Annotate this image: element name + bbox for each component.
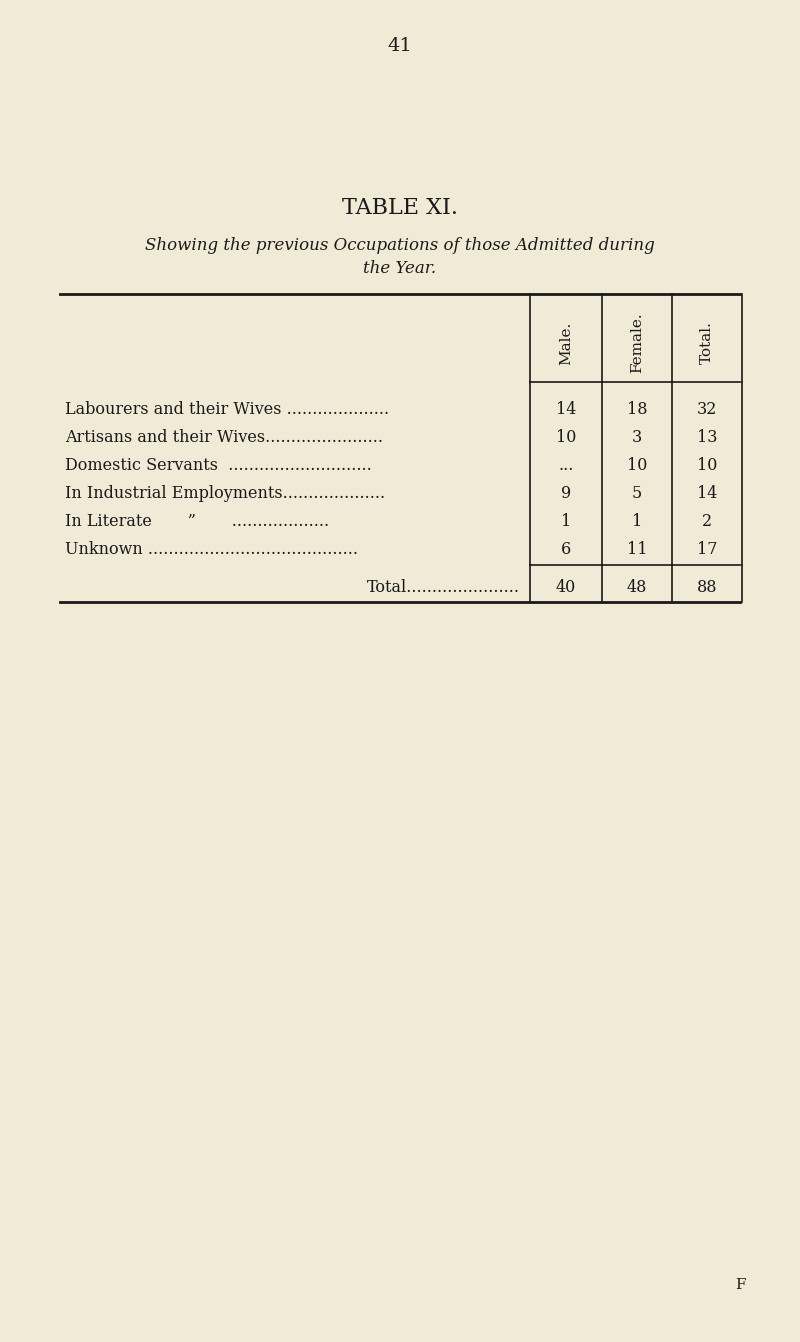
Text: Total......................: Total...................... [367,578,520,596]
Text: 9: 9 [561,486,571,502]
Text: 2: 2 [702,514,712,530]
Text: 48: 48 [627,578,647,596]
Text: 14: 14 [556,401,576,419]
Text: Artisans and their Wives.......................: Artisans and their Wives................… [65,429,383,447]
Text: Total.: Total. [700,322,714,365]
Text: the Year.: the Year. [363,260,437,276]
Text: ...: ... [558,458,574,475]
Text: Unknown .........................................: Unknown ................................… [65,542,358,558]
Text: 5: 5 [632,486,642,502]
Text: TABLE XI.: TABLE XI. [342,197,458,219]
Text: Domestic Servants  ............................: Domestic Servants ......................… [65,458,372,475]
Text: 1: 1 [561,514,571,530]
Text: 3: 3 [632,429,642,447]
Text: 14: 14 [697,486,717,502]
Text: 11: 11 [626,542,647,558]
Text: F: F [734,1278,746,1292]
Text: In Literate       ”       ...................: In Literate ” ................... [65,514,329,530]
Text: 10: 10 [556,429,576,447]
Text: Male.: Male. [559,321,573,365]
Text: 10: 10 [627,458,647,475]
Text: Labourers and their Wives ....................: Labourers and their Wives ..............… [65,401,389,419]
Text: 41: 41 [388,38,412,55]
Text: 17: 17 [697,542,718,558]
Text: 40: 40 [556,578,576,596]
Text: 32: 32 [697,401,717,419]
Text: 10: 10 [697,458,717,475]
Text: 13: 13 [697,429,718,447]
Text: Female.: Female. [630,313,644,373]
Text: 6: 6 [561,542,571,558]
Text: 88: 88 [697,578,718,596]
Text: In Industrial Employments....................: In Industrial Employments...............… [65,486,385,502]
Text: 18: 18 [626,401,647,419]
Text: Showing the previous Occupations of those Admitted during: Showing the previous Occupations of thos… [145,238,655,254]
Text: 1: 1 [632,514,642,530]
